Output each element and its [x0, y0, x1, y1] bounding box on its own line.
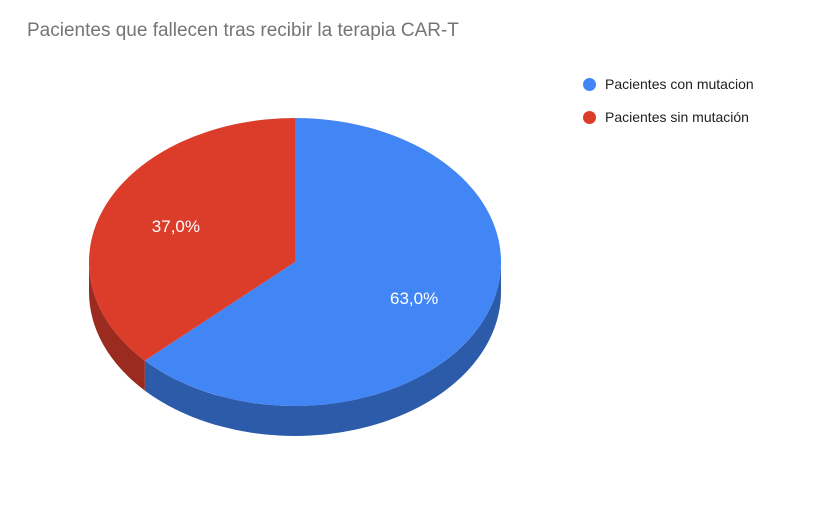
legend-swatch-icon — [583, 77, 596, 91]
pie-slice — [89, 118, 296, 361]
legend-swatch-icon — [583, 110, 596, 124]
pie-slice-label: 63,0% — [390, 289, 438, 308]
legend-label: Pacientes con mutacion — [605, 76, 754, 92]
legend-label: Pacientes sin mutación — [605, 109, 749, 125]
chart-title: Pacientes que fallecen tras recibir la t… — [27, 20, 459, 41]
pie-slice — [144, 118, 501, 406]
pie-slice-label: 37,0% — [152, 217, 200, 236]
chart-legend: Pacientes con mutacion Pacientes sin mut… — [583, 76, 754, 125]
pie-slice-side — [89, 262, 145, 391]
pie-slice-side — [144, 262, 501, 436]
legend-item: Pacientes con mutacion — [583, 76, 754, 92]
legend-item: Pacientes sin mutación — [583, 109, 754, 125]
